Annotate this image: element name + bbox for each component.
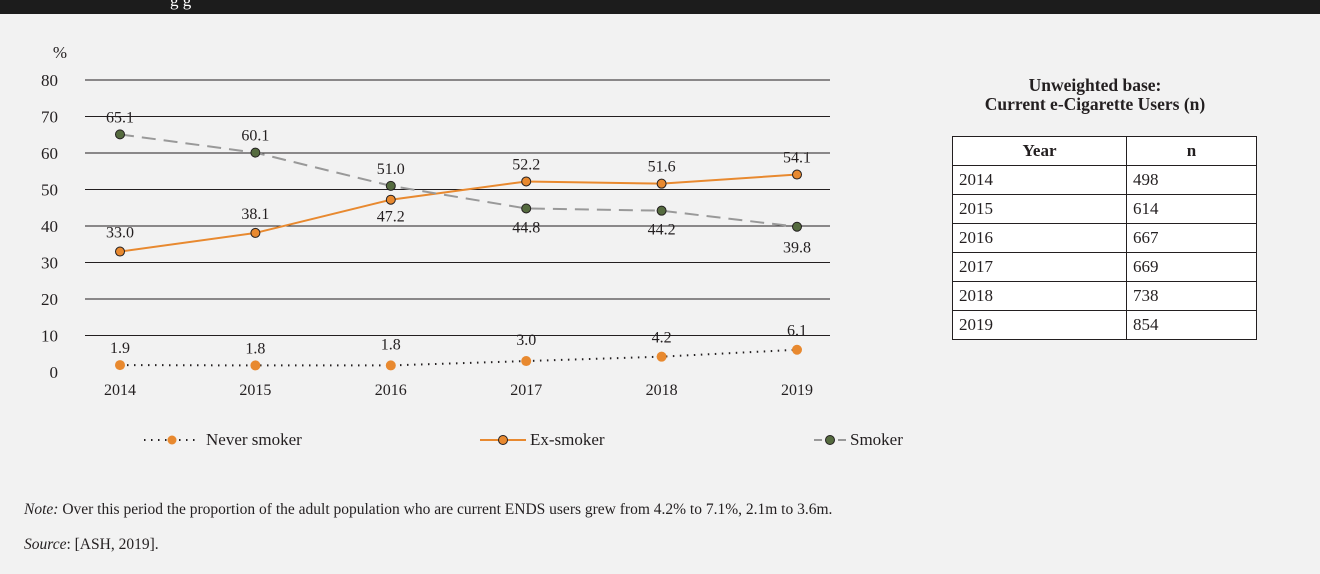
ex-smoker-point: [656, 178, 667, 189]
never-smoker-data-label: 1.8: [381, 336, 401, 353]
table-row: 2016 667: [952, 223, 1257, 253]
never-smoker-point: [792, 344, 802, 355]
legend-smoker: Smoker: [812, 428, 903, 452]
never-smoker-point: [521, 356, 532, 367]
y-tick-label: 30: [41, 254, 58, 273]
ex-smoker-data-label: 33.0: [106, 225, 134, 242]
never-smoker-data-label: 1.9: [110, 340, 130, 357]
table-title: Unweighted base: Current e-Cigarette Use…: [930, 76, 1260, 114]
x-tick-label: 2014: [104, 382, 136, 399]
table-row: 2018 738: [952, 281, 1257, 311]
y-tick-label: 80: [41, 71, 58, 90]
table-cell-n: 669: [1126, 252, 1257, 282]
header-bar: g g: [0, 0, 1320, 14]
x-tick-label: 2019: [781, 382, 813, 399]
note-text: Note: Over this period the proportion of…: [24, 501, 832, 519]
smoker-point: [656, 205, 667, 216]
ex-smoker-data-label: 38.1: [241, 206, 269, 223]
y-tick-label: 0: [50, 363, 59, 382]
ex-smoker-data-label: 47.2: [377, 209, 405, 226]
x-tick-label: 2015: [239, 382, 271, 399]
table-cell-n: 667: [1126, 223, 1257, 253]
table-cell-year: 2017: [952, 252, 1127, 282]
never-smoker-point: [385, 360, 396, 371]
ex-smoker-data-label: 54.1: [783, 150, 811, 167]
never-smoker-point: [250, 360, 261, 371]
legend-never-smoker: Never smoker: [140, 428, 302, 452]
table-cell-year: 2015: [952, 194, 1127, 224]
x-tick-label: 2017: [510, 382, 542, 399]
ex-smoker-point: [385, 194, 396, 205]
legend-ex-smoker: Ex-smoker: [478, 428, 605, 452]
source-body: : [ASH, 2019].: [66, 536, 159, 553]
table-cell-year: 2016: [952, 223, 1127, 253]
ex-smoker-data-label: 52.2: [512, 156, 540, 173]
ex-smoker-point: [792, 169, 802, 180]
smoker-point: [385, 180, 396, 191]
table-title-line-2: Current e-Cigarette Users (n): [984, 94, 1206, 114]
smoker-point: [792, 221, 802, 232]
ex-smoker-data-label: 51.6: [648, 159, 676, 176]
smoker-data-label: 60.1: [241, 128, 269, 145]
table-header-row: Year n: [952, 136, 1257, 166]
unweighted-base-table: Year n 2014 498 2015 614 2016 667 2017 6…: [952, 136, 1257, 340]
line-chart: % 0 10 20 30 40 50 60 70 80 2014 2015 2016 2017 2018 20…: [41, 43, 830, 399]
y-tick-label: 10: [41, 327, 58, 346]
smoker-data-label: 51.0: [377, 161, 405, 178]
smoker-point: [521, 203, 532, 214]
smoker-point: [250, 147, 261, 158]
never-smoker-data-label: 1.8: [245, 340, 265, 357]
table-cell-n: 498: [1126, 165, 1257, 195]
smoker-data-label: 39.8: [783, 240, 811, 257]
header-title: g g: [170, 0, 192, 10]
smoker-point: [115, 129, 125, 140]
legend-ex-smoker-label: Ex-smoker: [530, 430, 605, 449]
never-smoker-data-label: 4.2: [652, 330, 672, 347]
table-cell-n: 738: [1126, 281, 1257, 311]
y-axis-label: %: [53, 43, 67, 62]
legend-never-smoker-label: Never smoker: [206, 430, 302, 449]
table-row: 2014 498: [952, 165, 1257, 195]
note-label: Note:: [24, 501, 59, 518]
table-header-n: n: [1126, 136, 1257, 166]
note-body: Over this period the proportion of the a…: [58, 501, 833, 518]
table-header-year: Year: [952, 136, 1127, 166]
legend-smoker-label: Smoker: [850, 430, 903, 449]
smoker-data-label: 65.1: [106, 109, 134, 126]
table-row: 2017 669: [952, 252, 1257, 282]
table-title-line-1: Unweighted base:: [1028, 75, 1162, 95]
x-tick-label: 2018: [646, 382, 678, 399]
smoker-line: [119, 133, 798, 228]
table-cell-year: 2019: [952, 310, 1127, 340]
never-smoker-point: [115, 360, 125, 371]
smoker-data-label: 44.8: [512, 219, 540, 236]
y-tick-label: 40: [41, 217, 58, 236]
table-row: 2019 854: [952, 310, 1257, 340]
y-tick-label: 50: [41, 181, 58, 200]
table-cell-year: 2014: [952, 165, 1127, 195]
legend-never-smoker-swatch: [144, 435, 200, 445]
table-row: 2015 614: [952, 194, 1257, 224]
source-text: Source: [ASH, 2019].: [24, 536, 159, 554]
table-cell-year: 2018: [952, 281, 1127, 311]
never-smoker-data-label: 3.0: [516, 332, 536, 349]
y-tick-label: 20: [41, 290, 58, 309]
table-cell-n: 854: [1126, 310, 1257, 340]
legend-smoker-swatch: [814, 435, 846, 445]
ex-smoker-point: [521, 176, 532, 187]
ex-smoker-point: [250, 227, 261, 238]
never-smoker-line: [119, 348, 798, 367]
source-label: Source: [24, 536, 67, 553]
x-tick-label: 2016: [375, 382, 407, 399]
y-tick-label: 60: [41, 144, 58, 163]
never-smoker-data-label: 6.1: [787, 323, 807, 340]
never-smoker-point: [656, 351, 667, 362]
ex-smoker-point: [115, 246, 125, 257]
table-cell-n: 614: [1126, 194, 1257, 224]
y-tick-label: 70: [41, 108, 58, 127]
legend-ex-smoker-swatch: [480, 435, 526, 445]
ex-smoker-line: [119, 173, 798, 253]
smoker-data-label: 44.2: [648, 222, 676, 239]
